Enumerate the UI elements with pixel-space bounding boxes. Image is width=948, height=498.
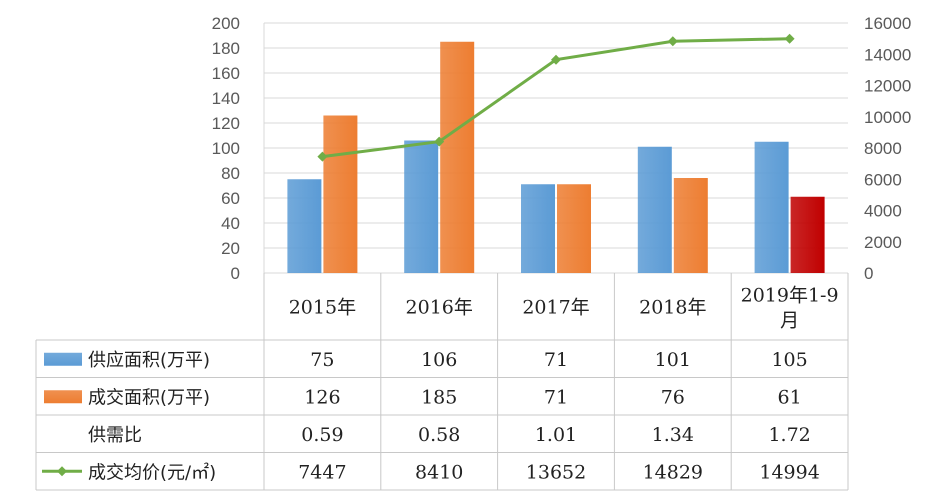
- deal-bar: [790, 196, 825, 273]
- table-value: 1.72: [768, 424, 810, 446]
- right-tick-label: 14000: [864, 45, 911, 64]
- table-value: 61: [778, 386, 802, 408]
- category-label: 2018年: [639, 297, 706, 319]
- table-value: 76: [661, 386, 685, 408]
- table-value: 7447: [298, 461, 346, 483]
- category-label: 2017年: [522, 297, 589, 319]
- price-point: [784, 33, 795, 44]
- table-value: 0.59: [301, 424, 343, 446]
- price-point: [667, 36, 678, 47]
- supply-bar: [637, 146, 672, 273]
- deal-bar: [557, 184, 591, 273]
- category-label: 2015年: [289, 297, 356, 319]
- left-axis: 0 20 40 60 80 100 120 140 160 180 200: [212, 14, 240, 283]
- supply-bar: [287, 179, 322, 273]
- category-label: 2019年1-9: [741, 285, 839, 307]
- price-point: [317, 151, 328, 162]
- right-tick-label: 12000: [864, 77, 911, 96]
- price-point: [434, 136, 445, 147]
- table-value: 101: [655, 349, 691, 371]
- gridlines: [263, 22, 848, 274]
- left-tick-label: 60: [221, 189, 240, 208]
- table-value: 106: [421, 349, 457, 371]
- left-tick-label: 120: [212, 114, 240, 133]
- deal-bar: [323, 115, 358, 273]
- table-value: 14994: [759, 461, 819, 483]
- table-value: 14829: [643, 461, 703, 483]
- bars: [287, 41, 825, 273]
- left-tick-label: 160: [212, 64, 240, 83]
- right-tick-label: 4000: [864, 202, 902, 221]
- deal-bar: [440, 41, 475, 273]
- right-tick-label: 0: [864, 264, 873, 283]
- right-tick-label: 16000: [864, 14, 911, 33]
- left-tick-label: 40: [221, 214, 240, 233]
- left-tick-label: 80: [221, 164, 240, 183]
- left-tick-label: 100: [212, 139, 240, 158]
- left-tick-label: 140: [212, 89, 240, 108]
- category-label: 月: [780, 310, 799, 332]
- table-value: 75: [310, 349, 334, 371]
- table-value: 13652: [526, 461, 586, 483]
- row-label: 成交面积(万平): [88, 387, 210, 408]
- table-value: 1.34: [652, 424, 694, 446]
- left-tick-label: 180: [212, 39, 240, 58]
- row-label: 供应面积(万平): [88, 350, 210, 371]
- price-line: [317, 33, 795, 162]
- supply-bar: [754, 141, 789, 273]
- deal-bar: [673, 178, 708, 273]
- row-label: 供需比: [88, 425, 142, 446]
- table-value: 71: [544, 386, 568, 408]
- right-tick-label: 8000: [864, 139, 902, 158]
- legend-swatch: [44, 390, 82, 404]
- left-tick-label: 20: [221, 239, 240, 258]
- table-value: 185: [421, 386, 457, 408]
- legend-swatch: [44, 352, 82, 366]
- row-label: 成交均价(元/㎡): [88, 461, 216, 483]
- legend-marker: [57, 466, 67, 477]
- table-value: 0.58: [418, 424, 460, 446]
- table-value: 8410: [415, 461, 463, 483]
- left-tick-label: 0: [231, 264, 240, 283]
- supply-bar: [521, 184, 555, 273]
- right-tick-label: 10000: [864, 108, 911, 127]
- right-tick-label: 2000: [864, 233, 902, 252]
- right-axis: 0 2000 4000 6000 8000 10000 12000 14000 16000: [864, 14, 911, 283]
- table-value: 71: [544, 349, 568, 371]
- table-value: 1.01: [535, 424, 577, 446]
- table-value: 105: [771, 349, 807, 371]
- supply-bar: [404, 140, 439, 273]
- table-value: 126: [304, 386, 340, 408]
- price-point: [551, 54, 561, 65]
- left-tick-label: 200: [212, 14, 240, 33]
- right-tick-label: 6000: [864, 170, 902, 189]
- category-label: 2016年: [406, 297, 473, 319]
